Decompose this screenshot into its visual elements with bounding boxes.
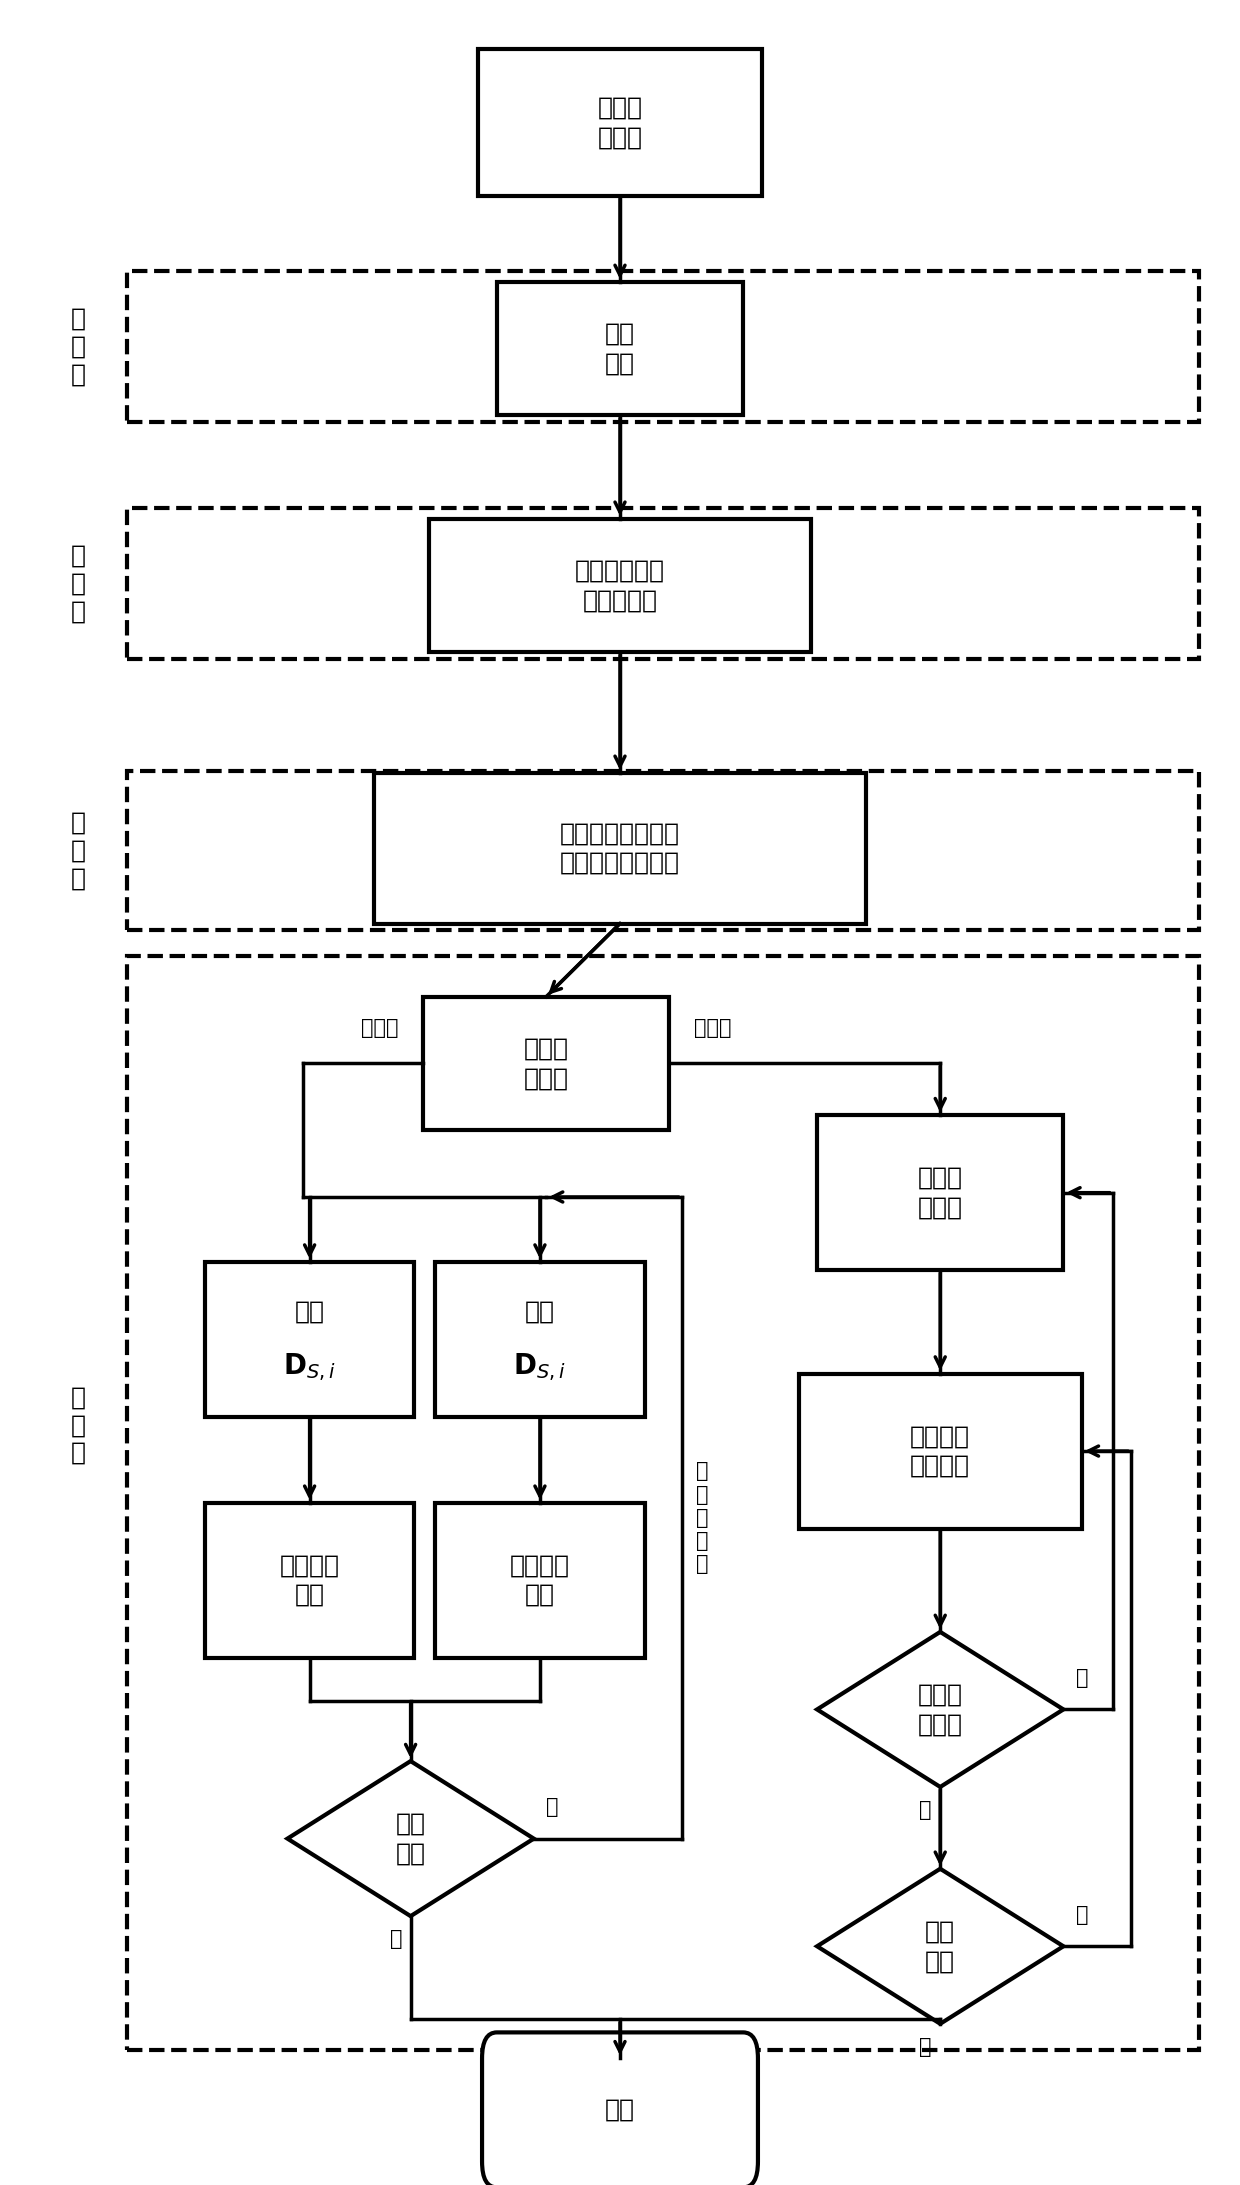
Text: 步
骤
一: 步 骤 一 — [71, 306, 86, 387]
Text: 选取指
标化点: 选取指 标化点 — [918, 1167, 962, 1219]
Text: 原始衍
射图谱: 原始衍 射图谱 — [598, 96, 642, 149]
Text: 比较扩展
晶粒边界: 比较扩展 晶粒边界 — [910, 1425, 970, 1477]
FancyBboxPatch shape — [482, 2032, 758, 2185]
Bar — [128, 955, 1199, 2050]
Text: 否: 否 — [546, 1796, 558, 1818]
Bar — [128, 771, 1199, 931]
Text: 是: 是 — [919, 2036, 931, 2056]
Text: 定义标准角度
差序列取法: 定义标准角度 差序列取法 — [575, 559, 665, 612]
FancyBboxPatch shape — [429, 518, 811, 653]
Text: 比较旁列
方向: 比较旁列 方向 — [510, 1554, 570, 1608]
Polygon shape — [817, 1868, 1064, 2023]
Text: 计
算
下
一
点: 计 算 下 一 点 — [697, 1462, 709, 1573]
FancyBboxPatch shape — [435, 1261, 645, 1416]
FancyBboxPatch shape — [205, 1503, 414, 1658]
Text: 否: 否 — [1076, 1667, 1089, 1687]
Text: 寻峰
操作: 寻峰 操作 — [605, 321, 635, 376]
FancyBboxPatch shape — [205, 1261, 414, 1416]
Polygon shape — [288, 1761, 533, 1916]
FancyBboxPatch shape — [373, 773, 867, 924]
Text: 否: 否 — [1076, 1905, 1089, 1925]
FancyBboxPatch shape — [479, 50, 761, 197]
Text: 读取: 读取 — [525, 1300, 556, 1324]
Text: 扫描式: 扫描式 — [361, 1018, 398, 1038]
Text: 遍历
完成: 遍历 完成 — [925, 1918, 955, 1973]
FancyBboxPatch shape — [817, 1114, 1064, 1269]
Text: 辐射式: 辐射式 — [694, 1018, 732, 1038]
Text: 遍历
完成: 遍历 完成 — [396, 1811, 425, 1866]
Text: 定义比较两点是否
为同一晶粒的方法: 定义比较两点是否 为同一晶粒的方法 — [560, 822, 680, 874]
Polygon shape — [817, 1632, 1064, 1787]
Text: $\mathbf{D}_{S,i}$: $\mathbf{D}_{S,i}$ — [283, 1350, 336, 1383]
Text: 是: 是 — [389, 1929, 402, 1949]
FancyBboxPatch shape — [435, 1503, 645, 1658]
Text: 步
骤
二: 步 骤 二 — [71, 544, 86, 623]
Text: 结束: 结束 — [605, 2098, 635, 2122]
Text: 选择遍
历方法: 选择遍 历方法 — [523, 1036, 569, 1090]
Bar — [128, 507, 1199, 658]
Text: 比较前进
方向: 比较前进 方向 — [280, 1554, 340, 1608]
Text: $\mathbf{D}_{S,i}$: $\mathbf{D}_{S,i}$ — [513, 1350, 567, 1383]
Text: 边界全
为晶界: 边界全 为晶界 — [918, 1682, 962, 1737]
Text: 步
骤
四: 步 骤 四 — [71, 1385, 86, 1464]
Text: 是: 是 — [919, 1800, 931, 1820]
FancyBboxPatch shape — [799, 1374, 1081, 1530]
FancyBboxPatch shape — [497, 282, 743, 415]
FancyBboxPatch shape — [423, 996, 670, 1130]
Bar — [128, 271, 1199, 422]
Text: 计算: 计算 — [295, 1300, 325, 1324]
Text: 步
骤
三: 步 骤 三 — [71, 811, 86, 889]
